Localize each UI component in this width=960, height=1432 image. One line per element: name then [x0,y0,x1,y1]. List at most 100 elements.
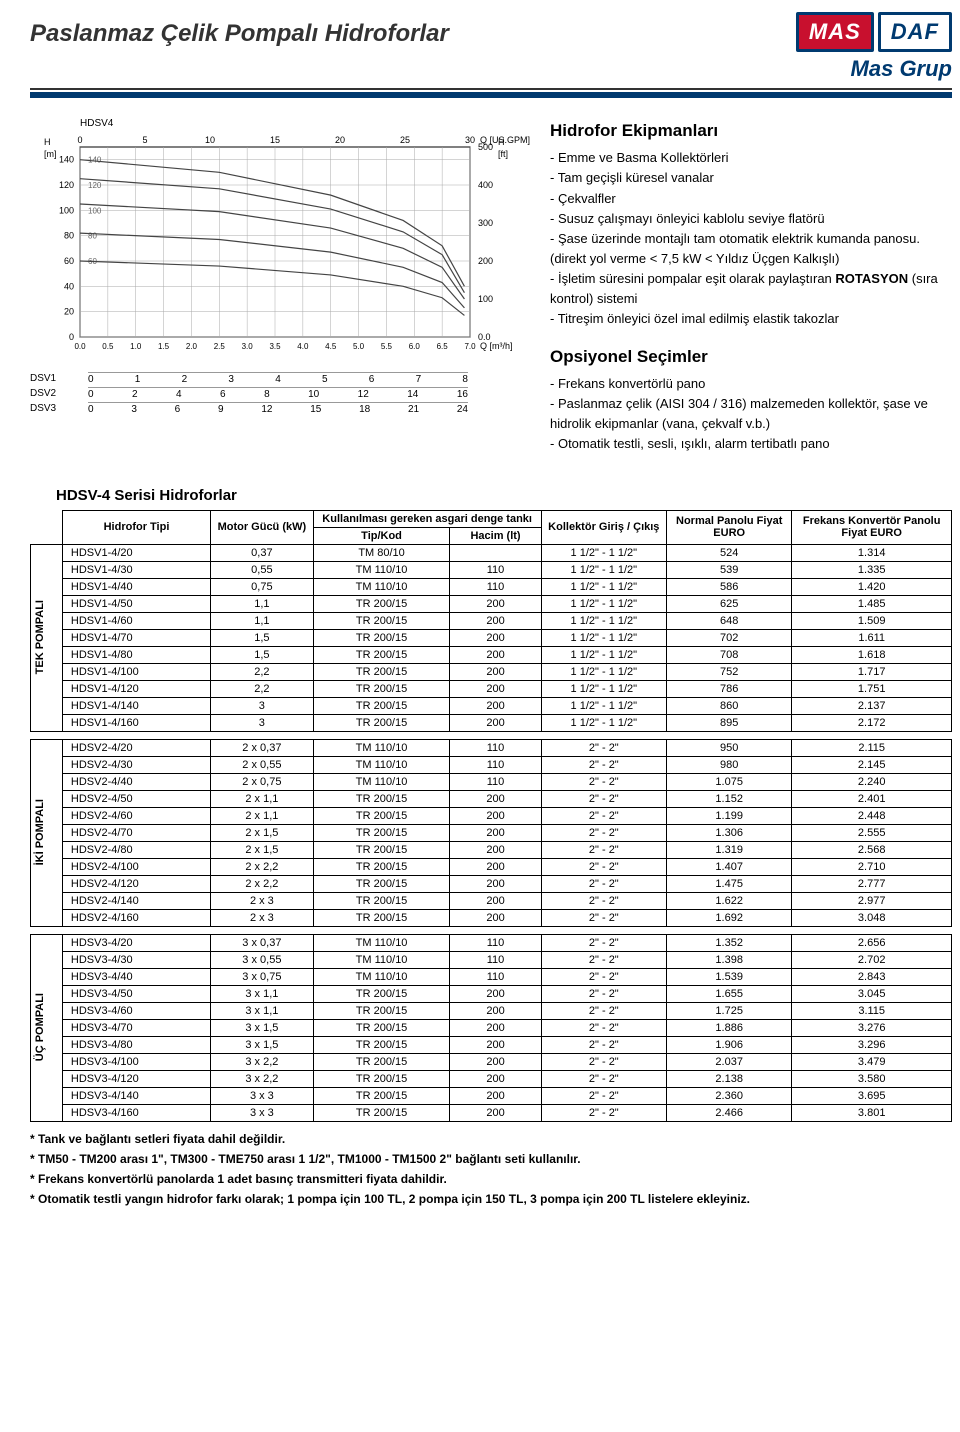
table-cell: 2.138 [667,1070,792,1087]
svg-text:60: 60 [64,256,74,266]
th-tank-vol: Hacim (lt) [450,527,541,544]
table-cell: 3 [211,697,314,714]
table-cell: 2.448 [792,807,952,824]
table-cell: 1.539 [667,968,792,985]
table-cell: 1.335 [792,561,952,578]
table-cell: 2.466 [667,1104,792,1121]
equip-item: İşletim süresini pompalar eşit olarak pa… [550,269,952,309]
table-cell: HDSV1-4/140 [62,697,210,714]
table-cell: 1.611 [792,629,952,646]
table-cell: TR 200/15 [313,909,450,926]
equip-item: Emme ve Basma Kollektörleri [550,148,952,168]
table-cell: HDSV3-4/140 [62,1087,210,1104]
dsv-tick: 14 [407,389,418,400]
table-cell: TM 110/10 [313,968,450,985]
table-cell: 2" - 2" [541,985,666,1002]
table-cell: 3.801 [792,1104,952,1121]
table-cell: 110 [450,739,541,756]
chart-label: HDSV4 [80,118,530,129]
table-cell: 200 [450,909,541,926]
table-cell: HDSV2-4/140 [62,892,210,909]
table-cell: 200 [450,1053,541,1070]
table-cell: 110 [450,561,541,578]
table-cell: 524 [667,544,792,561]
th-type: Hidrofor Tipi [62,510,210,544]
table-cell: TR 200/15 [313,892,450,909]
table-cell: HDSV2-4/50 [62,790,210,807]
svg-text:H: H [44,137,51,147]
dsv-tick: 8 [462,374,468,385]
table-cell: 1.420 [792,578,952,595]
table-cell: 648 [667,612,792,629]
footnote: * Otomatik testli yangın hidrofor farkı … [30,1192,952,1206]
table-cell: 200 [450,1036,541,1053]
table-cell: HDSV2-4/40 [62,773,210,790]
dsv-scales: DSV1012345678DSV20246810121416DSV3036912… [30,372,530,415]
table-cell: 1.618 [792,646,952,663]
table-cell: 1.199 [667,807,792,824]
th-collector: Kollektör Giriş / Çıkış [541,510,666,544]
dsv-label: DSV2 [30,388,72,399]
divider-thick [30,92,952,98]
svg-text:Q [m³/h]: Q [m³/h] [480,341,513,351]
logo-daf: DAF [878,12,952,52]
table-cell: 2,2 [211,663,314,680]
table-cell: 2" - 2" [541,773,666,790]
table-cell: HDSV1-4/100 [62,663,210,680]
table-row: HDSV3-4/803 x 1,5TR 200/152002" - 2"1.90… [31,1036,952,1053]
svg-text:1.0: 1.0 [130,342,142,351]
dsv-tick: 10 [308,389,319,400]
table-cell: 200 [450,807,541,824]
table-cell: 586 [667,578,792,595]
dsv-tick: 7 [416,374,422,385]
table-cell: 2" - 2" [541,807,666,824]
table-cell: 2 x 3 [211,909,314,926]
svg-text:2.0: 2.0 [186,342,198,351]
svg-text:100: 100 [478,294,493,304]
svg-text:0.5: 0.5 [102,342,114,351]
table-cell: 1.352 [667,934,792,951]
table-cell: TM 110/10 [313,578,450,595]
dsv-tick: 12 [261,404,272,415]
table-cell: 1,5 [211,629,314,646]
table-cell: 3 x 0,75 [211,968,314,985]
svg-text:10: 10 [205,135,215,145]
table-cell: 2 x 0,55 [211,756,314,773]
options-heading: Opsiyonel Seçimler [550,344,952,370]
table-cell: TR 200/15 [313,1053,450,1070]
group-label: ÜÇ POMPALI [31,934,63,1121]
table-cell: TR 200/15 [313,1087,450,1104]
table-row: HDSV1-4/701,5TR 200/152001 1/2" - 1 1/2"… [31,629,952,646]
dsv-tick: 0 [88,404,94,415]
option-item: Frekans konvertörlü pano [550,374,952,394]
table-row: HDSV2-4/502 x 1,1TR 200/152002" - 2"1.15… [31,790,952,807]
svg-text:100: 100 [59,205,74,215]
dsv-tick: 24 [457,404,468,415]
svg-text:1.5: 1.5 [158,342,170,351]
table-cell: 200 [450,714,541,731]
footnote: * TM50 - TM200 arası 1", TM300 - TME750 … [30,1152,952,1166]
table-cell: HDSV3-4/20 [62,934,210,951]
table-cell: 3 x 2,2 [211,1070,314,1087]
th-tank-code: Tip/Kod [313,527,450,544]
svg-text:6.5: 6.5 [437,342,449,351]
table-cell: HDSV1-4/50 [62,595,210,612]
table-cell: 2 x 1,5 [211,841,314,858]
equip-heading: Hidrofor Ekipmanları [550,118,952,144]
table-cell: 2 x 1,1 [211,790,314,807]
logo-mas: MAS [796,12,874,52]
dsv-tick: 0 [88,389,94,400]
table-cell: HDSV1-4/80 [62,646,210,663]
group-gap [31,926,952,934]
table-cell: 2.401 [792,790,952,807]
table-cell: TR 200/15 [313,790,450,807]
equip-item: Susuz çalışmayı önleyici kablolu seviye … [550,209,952,229]
svg-text:15: 15 [270,135,280,145]
table-cell: 110 [450,773,541,790]
table-cell: 3.296 [792,1036,952,1053]
dsv-tick: 3 [131,404,137,415]
table-row: HDSV1-4/400,75TM 110/101101 1/2" - 1 1/2… [31,578,952,595]
table-row: HDSV1-4/1202,2TR 200/152001 1/2" - 1 1/2… [31,680,952,697]
table-cell: 3.115 [792,1002,952,1019]
table-cell: 3 x 3 [211,1087,314,1104]
